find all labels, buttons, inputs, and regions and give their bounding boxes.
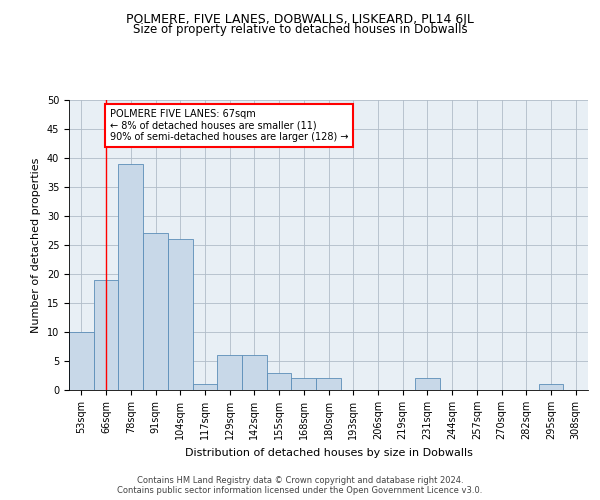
Bar (415, 378, 440, 390)
Bar (267, 372, 292, 390)
Y-axis label: Number of detached properties: Number of detached properties (31, 158, 41, 332)
Bar (143, 234, 168, 390)
Text: Contains HM Land Registry data © Crown copyright and database right 2024.
Contai: Contains HM Land Registry data © Crown c… (118, 476, 482, 495)
Text: POLMERE, FIVE LANES, DOBWALLS, LISKEARD, PL14 6JL: POLMERE, FIVE LANES, DOBWALLS, LISKEARD,… (126, 12, 474, 26)
Bar (118, 164, 143, 390)
Text: Size of property relative to detached houses in Dobwalls: Size of property relative to detached ho… (133, 22, 467, 36)
Bar (539, 384, 563, 390)
Bar (217, 355, 242, 390)
Bar (94, 280, 118, 390)
Bar (168, 239, 193, 390)
Bar (193, 384, 217, 390)
Bar (69, 332, 94, 390)
Bar (292, 378, 316, 390)
Bar (316, 378, 341, 390)
X-axis label: Distribution of detached houses by size in Dobwalls: Distribution of detached houses by size … (185, 448, 472, 458)
Bar (242, 355, 267, 390)
Text: POLMERE FIVE LANES: 67sqm
← 8% of detached houses are smaller (11)
90% of semi-d: POLMERE FIVE LANES: 67sqm ← 8% of detach… (110, 108, 348, 142)
